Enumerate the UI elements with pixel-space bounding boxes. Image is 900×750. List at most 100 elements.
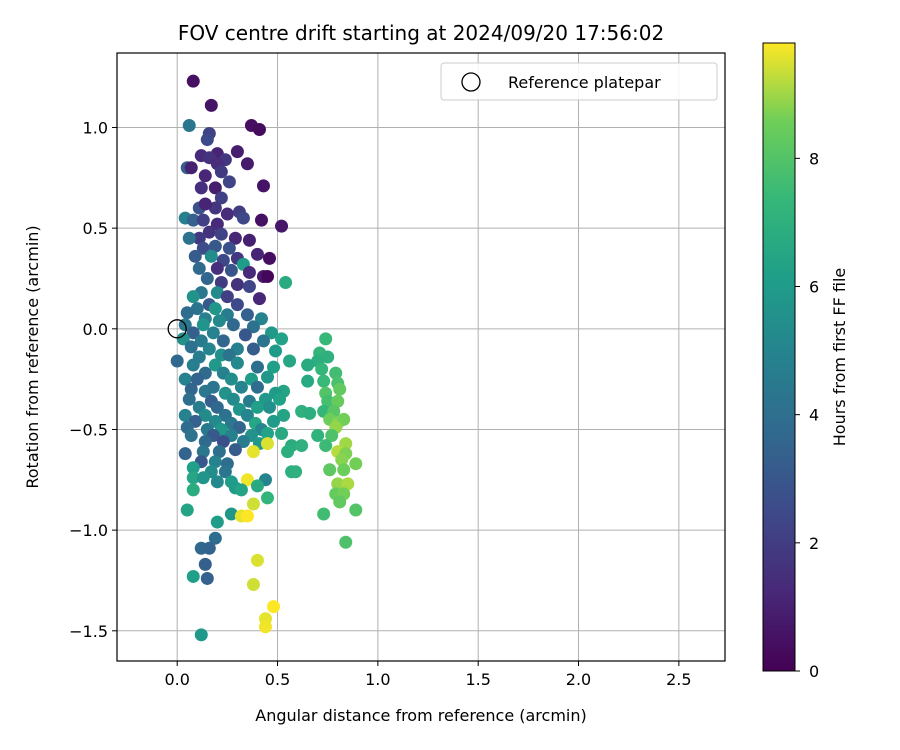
scatter-point [186,290,200,304]
scatter-point [319,439,333,453]
scatter-point [333,495,347,509]
scatter-point [196,471,210,485]
scatter-point [228,231,242,245]
scatter-point [186,569,200,583]
scatter-point [349,503,363,517]
scatter-point [295,439,309,453]
scatter-point [240,157,254,171]
scatter-point [256,334,270,348]
colorbar-tick-label: 8 [809,149,819,168]
y-tick-label: −0.5 [69,420,108,439]
x-axis-label: Angular distance from reference (arcmin) [255,706,586,725]
scatter-point [321,394,335,408]
scatter-point [319,332,333,346]
legend: Reference platepar [440,62,718,101]
scatter-point [210,286,224,300]
scatter-point [180,503,194,517]
scatter-point [196,213,210,227]
scatter-point [260,437,274,451]
scatter-point [256,179,270,193]
scatter-point [182,231,196,245]
scatter-point [222,175,236,189]
legend-box [440,62,718,101]
scatter-point [317,507,331,521]
scatter-point [281,445,295,459]
scatter-point [325,429,339,443]
scatter-point [283,354,297,368]
x-tick-label: 2.5 [666,670,691,689]
scatter-point [260,269,274,283]
scatter-point [208,358,222,372]
scatter-point [234,380,248,394]
scatter-point [178,372,192,386]
y-tick-label: −1.0 [69,521,108,540]
scatter-point [178,447,192,461]
scatter-point [190,372,204,386]
scatter-point [339,535,353,549]
scatter-point [267,414,281,428]
scatter-point [246,445,260,459]
scatter-point [250,479,264,493]
scatter-point [277,408,291,422]
scatter-point [208,455,222,469]
scatter-point [275,427,289,441]
scatter-point [180,306,194,320]
scatter-point [196,445,210,459]
scatter-point [204,98,218,112]
scatter-point [220,290,234,304]
scatter-point [260,491,274,505]
scatter-point [269,344,283,358]
colorbar-tick-label: 2 [809,534,819,553]
scatter-point [311,429,325,443]
scatter-point [301,358,315,372]
scatter-point [184,161,198,175]
scatter-point [182,118,196,132]
scatter-point [226,318,240,332]
y-tick-label: 0.0 [83,320,108,339]
scatter-point [194,334,208,348]
scatter-point [335,453,349,467]
scatter-point [210,261,224,275]
scatter-point [252,292,266,306]
scatter-point [186,358,200,372]
scatter-point [263,251,277,265]
scatter-point [202,225,216,239]
scatter-point [198,408,212,422]
scatter-point [208,181,222,195]
colorbar-gradient [762,42,796,672]
scatter-point [200,133,214,147]
scatter-point [184,340,198,354]
scatter-point [170,354,184,368]
scatter-point [188,249,202,263]
colorbar-tick-label: 4 [809,406,819,425]
scatter-point [220,207,234,221]
scatter-point [192,231,206,245]
scatter-point [186,471,200,485]
scatter-point [234,483,248,497]
scatter-point [236,211,250,225]
grid [117,53,725,661]
scatter-point [210,217,224,231]
scatter-point [250,360,264,374]
scatter-point [194,181,208,195]
scatter-point [224,372,238,386]
scatter-point [198,169,212,183]
scatter-point [258,620,272,634]
scatter-point [329,366,343,380]
colorbar-tick-label: 0 [809,662,819,681]
scatter-point [224,263,238,277]
x-tick-label: 0.0 [164,670,189,689]
scatter-point [275,332,289,346]
scatter-point [186,74,200,88]
scatter-point [303,406,317,420]
scatter-point [186,483,200,497]
scatter-point [222,241,236,255]
colorbar-ticks: 0 2 4 6 8 [795,149,819,681]
scatter-point [208,531,222,545]
scatter-point [250,247,264,261]
scatter-point [236,435,250,449]
scatter-points [170,74,363,642]
scatter-point [331,394,345,408]
scatter-point [214,165,228,179]
legend-marker-reference [461,72,481,92]
